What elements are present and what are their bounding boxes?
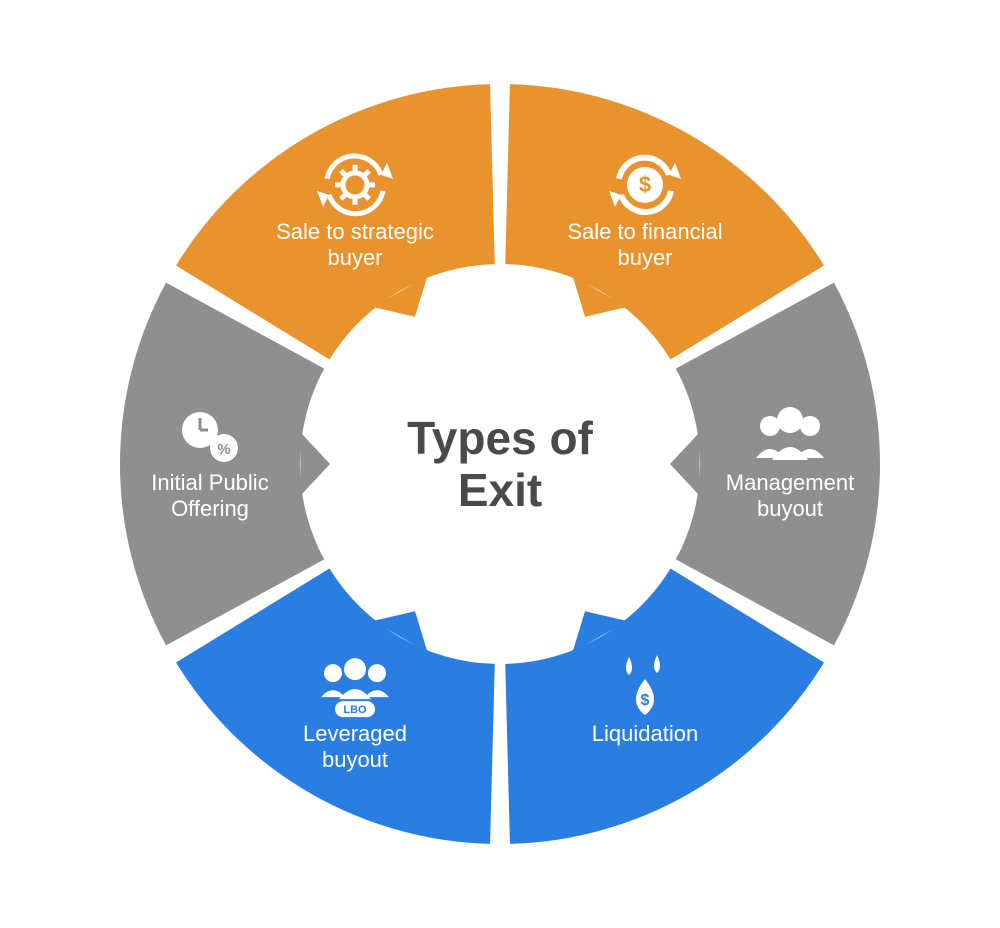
- center-title-line2: Exit: [458, 464, 542, 516]
- segment-label-sale-strategic-line2: buyer: [327, 245, 382, 270]
- segment-label-management-buyout-line1: Management: [726, 470, 854, 495]
- segment-label-liquidation-line1: Liquidation: [592, 721, 698, 746]
- segment-label-sale-strategic-line1: Sale to strategic: [276, 219, 434, 244]
- segment-label-sale-financial-line2: buyer: [617, 245, 672, 270]
- segment-label-leveraged-buyout-line1: Leveraged: [303, 721, 407, 746]
- svg-text:$: $: [641, 692, 650, 709]
- circular-diagram: $ Sale to financialbuyer Managementbuyou…: [0, 0, 1000, 928]
- svg-text:LBO: LBO: [343, 704, 367, 716]
- diagram-wrap: $ Sale to financialbuyer Managementbuyou…: [0, 0, 1000, 928]
- segment-label-sale-financial-line1: Sale to financial: [567, 219, 722, 244]
- segment-label-management-buyout-line2: buyout: [757, 496, 823, 521]
- segment-label-ipo-line1: Initial Public: [151, 470, 268, 495]
- center-title-line1: Types of: [407, 412, 593, 464]
- svg-text:%: %: [217, 441, 230, 458]
- segment-label-leveraged-buyout-line2: buyout: [322, 747, 388, 772]
- segment-label-ipo-line2: Offering: [171, 496, 249, 521]
- svg-text:$: $: [639, 172, 651, 197]
